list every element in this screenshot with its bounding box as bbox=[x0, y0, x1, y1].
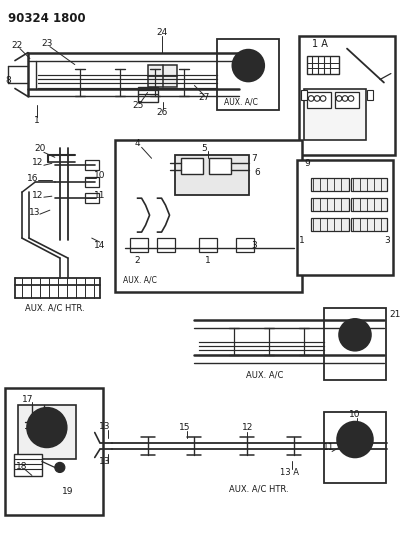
Bar bbox=[310, 218, 348, 231]
Bar bbox=[5, 387, 102, 515]
Text: 24: 24 bbox=[156, 28, 167, 37]
Text: AUX. A/C: AUX. A/C bbox=[224, 98, 257, 107]
Text: 1: 1 bbox=[204, 255, 210, 264]
Bar bbox=[306, 55, 338, 74]
Text: 7: 7 bbox=[251, 154, 257, 163]
Text: 11: 11 bbox=[322, 443, 334, 452]
Bar bbox=[114, 140, 302, 292]
Bar bbox=[137, 86, 157, 102]
Text: 21: 21 bbox=[388, 310, 399, 319]
Bar bbox=[366, 91, 372, 100]
Bar bbox=[199, 238, 217, 252]
Bar bbox=[174, 155, 249, 195]
Text: 15: 15 bbox=[178, 423, 190, 432]
Text: 17: 17 bbox=[22, 395, 34, 404]
Text: 20: 20 bbox=[34, 144, 45, 153]
Bar bbox=[85, 160, 99, 170]
Bar bbox=[156, 238, 174, 252]
Bar bbox=[85, 193, 99, 203]
Bar bbox=[350, 178, 386, 191]
Text: 16: 16 bbox=[27, 174, 38, 183]
Circle shape bbox=[336, 422, 372, 457]
Circle shape bbox=[338, 319, 370, 351]
Text: 1: 1 bbox=[298, 236, 304, 245]
Text: 13 A: 13 A bbox=[279, 468, 298, 477]
Text: 18: 18 bbox=[16, 462, 28, 471]
Text: 27: 27 bbox=[198, 93, 210, 102]
Text: 13: 13 bbox=[99, 422, 110, 431]
Bar bbox=[181, 158, 203, 174]
Bar bbox=[209, 158, 231, 174]
Bar bbox=[14, 455, 42, 477]
Bar bbox=[306, 93, 330, 108]
Text: 90324 1800: 90324 1800 bbox=[8, 12, 85, 25]
Bar bbox=[304, 88, 365, 140]
Bar bbox=[296, 160, 392, 275]
Bar bbox=[323, 411, 385, 483]
Bar bbox=[236, 238, 254, 252]
Bar bbox=[298, 36, 394, 155]
Text: 1 A: 1 A bbox=[311, 38, 327, 49]
Circle shape bbox=[27, 408, 67, 448]
Bar bbox=[350, 218, 386, 231]
Text: AUX. A/C HTR.: AUX. A/C HTR. bbox=[25, 303, 85, 312]
Text: 26: 26 bbox=[156, 108, 168, 117]
Text: 13: 13 bbox=[29, 208, 41, 216]
Circle shape bbox=[55, 463, 65, 472]
Text: AUX. A/C: AUX. A/C bbox=[122, 276, 156, 285]
Text: 10: 10 bbox=[94, 171, 105, 180]
Text: 1: 1 bbox=[34, 116, 40, 125]
Text: 6: 6 bbox=[254, 168, 259, 177]
Text: 3: 3 bbox=[251, 240, 257, 249]
Text: 8: 8 bbox=[5, 76, 11, 85]
Text: 5: 5 bbox=[201, 144, 207, 153]
Bar bbox=[350, 198, 386, 211]
Bar bbox=[18, 405, 76, 459]
Bar bbox=[310, 198, 348, 211]
Text: 4: 4 bbox=[134, 139, 140, 148]
Bar bbox=[323, 308, 385, 379]
Text: 2: 2 bbox=[134, 255, 140, 264]
Text: 12: 12 bbox=[241, 423, 252, 432]
Text: 9: 9 bbox=[304, 159, 309, 168]
Bar bbox=[129, 238, 147, 252]
Text: 3: 3 bbox=[383, 236, 389, 245]
Bar bbox=[147, 64, 177, 86]
Text: 12: 12 bbox=[32, 158, 43, 167]
Text: 19: 19 bbox=[62, 487, 73, 496]
Text: 25: 25 bbox=[132, 101, 143, 110]
Bar bbox=[300, 91, 306, 100]
Text: AUX. A/C HTR.: AUX. A/C HTR. bbox=[229, 485, 288, 494]
Bar bbox=[334, 93, 358, 108]
Text: 12: 12 bbox=[32, 191, 43, 200]
Text: 23: 23 bbox=[41, 39, 53, 48]
Text: 13: 13 bbox=[99, 457, 110, 466]
Circle shape bbox=[232, 50, 263, 82]
Text: 14: 14 bbox=[94, 240, 105, 249]
Text: 10: 10 bbox=[348, 410, 360, 419]
Bar bbox=[310, 178, 348, 191]
Bar bbox=[217, 38, 279, 110]
Text: AUX. A/C: AUX. A/C bbox=[245, 370, 282, 379]
Text: 22: 22 bbox=[11, 41, 22, 50]
Text: 11: 11 bbox=[94, 191, 105, 200]
Bar bbox=[85, 177, 99, 187]
